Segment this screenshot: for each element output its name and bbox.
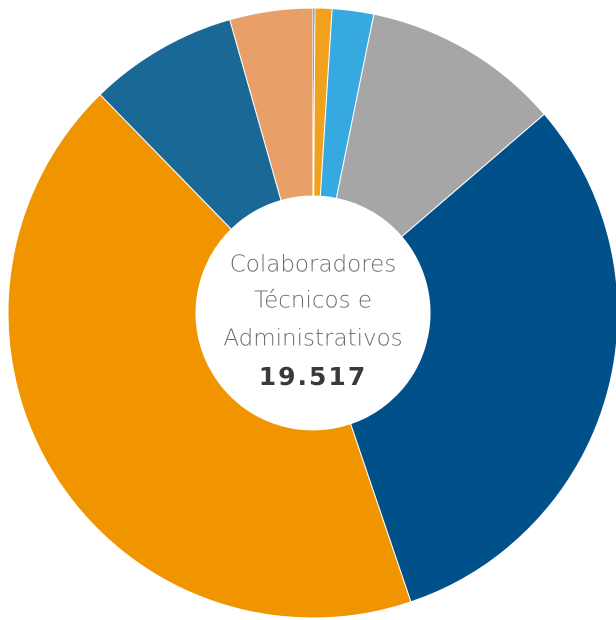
center-total: 19.517 bbox=[259, 362, 367, 391]
center-label: Administrativos bbox=[223, 326, 402, 352]
center-label: Técnicos e bbox=[254, 288, 372, 314]
slices bbox=[7, 7, 616, 619]
slice bbox=[335, 13, 546, 238]
slice bbox=[7, 93, 412, 619]
center-label: Colaboradores bbox=[230, 252, 397, 278]
slice bbox=[229, 7, 314, 202]
slice bbox=[349, 113, 616, 603]
